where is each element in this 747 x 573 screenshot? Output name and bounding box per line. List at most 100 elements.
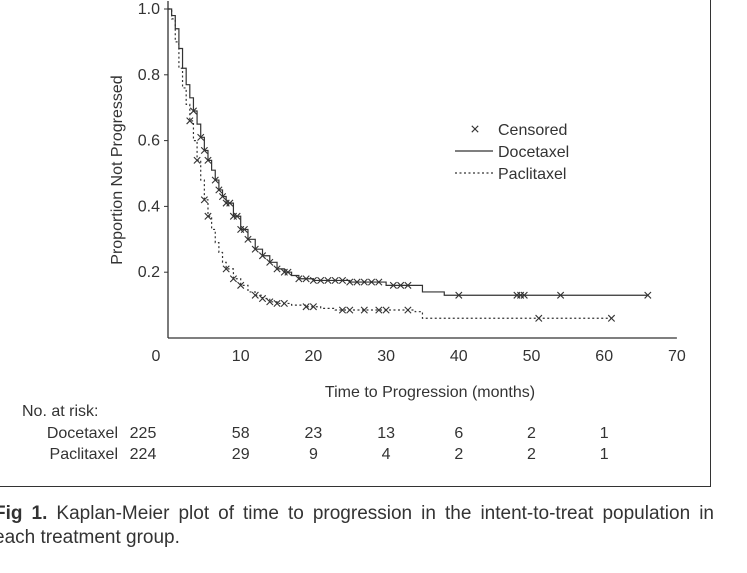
censor-stroke — [215, 186, 223, 194]
docetaxel-censor-mark — [226, 199, 234, 207]
y-tick-label: 0.8 — [138, 67, 160, 84]
docetaxel-censor-mark — [375, 278, 383, 286]
risk-value: 224 — [130, 446, 157, 463]
paclitaxel-censor-mark — [251, 291, 259, 299]
legend-item-paclitaxel: Paclitaxel — [455, 166, 566, 183]
docetaxel-censor-mark — [360, 278, 368, 286]
risk-value: 13 — [377, 425, 395, 442]
risk-value: 2 — [454, 446, 463, 463]
docetaxel-censor-mark — [204, 156, 212, 164]
censor-stroke — [338, 276, 347, 285]
censor-stroke — [197, 133, 205, 141]
docetaxel-curve — [168, 8, 648, 296]
paclitaxel-censor-mark — [535, 314, 543, 322]
risk-value: 2 — [527, 446, 536, 463]
risk-value: 9 — [309, 446, 318, 463]
censor-stroke — [226, 199, 234, 207]
censor-stroke — [382, 306, 390, 314]
x-tick-label: 10 — [232, 348, 250, 365]
censor-stroke — [520, 291, 528, 299]
docetaxel-censor-mark — [273, 265, 281, 273]
censor-stroke — [338, 306, 347, 314]
paclitaxel-censor-mark — [186, 117, 194, 125]
censor-stroke — [353, 278, 361, 286]
legend-item-docetaxel: Docetaxel — [455, 144, 569, 161]
x-tick-label: 60 — [595, 348, 613, 365]
censor-stroke — [244, 235, 252, 243]
docetaxel-censor-mark — [324, 276, 332, 285]
docetaxel-censor-mark — [397, 281, 405, 289]
paclitaxel-censor-mark — [382, 306, 390, 314]
censor-stroke — [607, 314, 616, 322]
chart-legend: Censored Docetaxel Paclitaxel — [455, 122, 569, 183]
docetaxel-censor-mark — [211, 176, 219, 184]
paclitaxel-censor-mark — [273, 299, 281, 308]
docetaxel-censor-mark — [244, 235, 252, 243]
censor-stroke — [200, 196, 208, 204]
paclitaxel-censor-mark — [237, 281, 245, 289]
risk-value: 1 — [600, 425, 609, 442]
censor-stroke — [302, 303, 310, 311]
risk-value: 1 — [600, 446, 609, 463]
docetaxel-censor-mark — [353, 278, 361, 286]
x-tick-label: 30 — [377, 348, 395, 365]
caption-label: Fig 1. — [0, 503, 48, 524]
paclitaxel-censor-mark — [204, 212, 212, 220]
docetaxel-censor-mark — [367, 278, 376, 286]
paclitaxel-censor-mark — [222, 265, 230, 273]
paclitaxel-censor-mark — [229, 275, 238, 283]
series-layer — [168, 8, 652, 322]
censor-stroke — [218, 192, 227, 201]
censor-stroke — [375, 278, 383, 286]
censor-stroke — [471, 125, 479, 133]
risk-value: 23 — [305, 425, 323, 442]
censor-stroke — [397, 281, 405, 289]
docetaxel-censor-mark — [200, 146, 208, 155]
legend-label: Paclitaxel — [498, 166, 566, 183]
risk-value: 29 — [232, 446, 250, 463]
censor-stroke — [258, 294, 267, 303]
paclitaxel-censor-mark — [346, 306, 354, 314]
paclitaxel-censor-mark — [404, 306, 412, 314]
legend-label: Docetaxel — [498, 144, 569, 161]
docetaxel-censor-mark — [389, 281, 397, 289]
legend-label: Censored — [498, 122, 567, 139]
censor-stroke — [280, 299, 288, 308]
docetaxel-censor-mark — [215, 186, 223, 194]
censor-stroke — [375, 306, 383, 314]
docetaxel-censor-mark — [520, 291, 528, 299]
censor-stroke — [258, 252, 267, 260]
paclitaxel-censor-mark — [309, 303, 317, 311]
x-tick-label: 70 — [668, 348, 686, 365]
risk-value: 225 — [130, 425, 157, 442]
censor-stroke — [237, 281, 245, 289]
censor-stroke — [360, 306, 368, 314]
x-tick-label: 0 — [152, 348, 161, 365]
docetaxel-censor-mark — [266, 258, 274, 266]
y-tick-label: 0.6 — [138, 133, 160, 150]
paclitaxel-censor-mark — [607, 314, 616, 322]
x-tick-label: 40 — [450, 348, 468, 365]
censor-stroke — [189, 107, 198, 115]
censor-stroke — [233, 212, 241, 220]
caption-text: Kaplan-Meier plot of time to progression… — [0, 503, 714, 548]
docetaxel-censor-mark — [455, 291, 463, 299]
paclitaxel-censor-mark — [302, 303, 310, 311]
paclitaxel-censor-mark — [360, 306, 368, 314]
censor-stroke — [404, 281, 412, 289]
censor-stroke — [240, 225, 248, 234]
chart-axes: 0 10 20 30 40 50 60 70 0.2 0.4 0.6 0.8 1.0 Time to Pr… — [109, 1, 686, 401]
docetaxel-censor-mark — [331, 276, 339, 285]
legend-item-censored: Censored — [471, 122, 567, 139]
paclitaxel-series — [168, 8, 616, 322]
censor-stroke — [273, 265, 281, 273]
y-tick-label: 0.2 — [138, 264, 160, 281]
risk-value: 6 — [454, 425, 463, 442]
docetaxel-censor-mark — [251, 245, 259, 253]
paclitaxel-curve — [168, 8, 612, 319]
censor-stroke — [309, 276, 317, 285]
censor-stroke — [535, 314, 543, 322]
paclitaxel-censor-mark — [375, 306, 383, 314]
censor-stroke — [302, 275, 310, 283]
docetaxel-censor-mark — [644, 291, 652, 299]
